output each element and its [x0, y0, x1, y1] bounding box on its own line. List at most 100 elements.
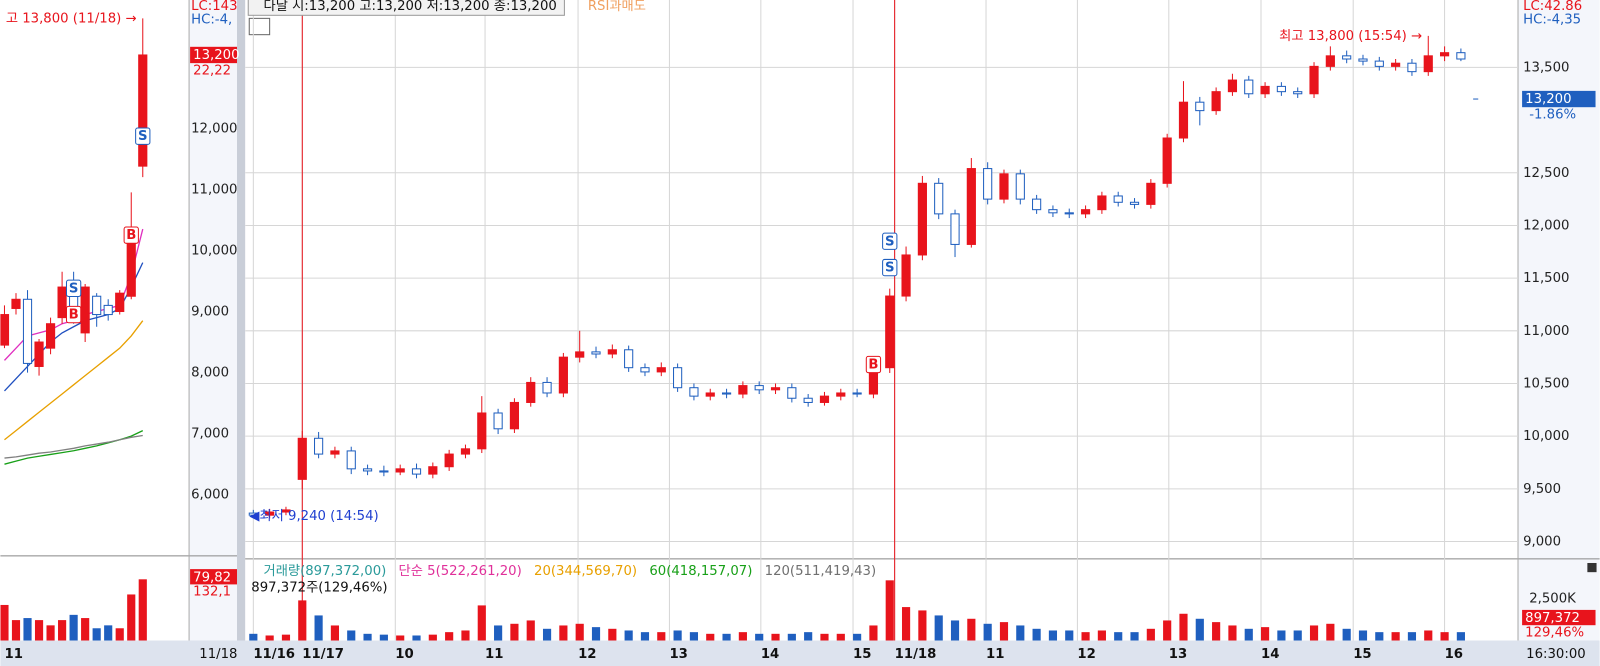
x-tick-label: 15 — [853, 647, 871, 662]
volume-bar — [755, 633, 764, 641]
candle-body — [281, 509, 291, 513]
volume-bar — [1114, 632, 1123, 641]
volume-bar — [542, 628, 552, 641]
x-tick-label: 12 — [1077, 647, 1095, 662]
candle-body — [57, 286, 67, 319]
candle-body — [1113, 195, 1123, 203]
candle-body — [1325, 55, 1335, 67]
y-tick-label: 12,500 — [1523, 166, 1569, 181]
volume-bar — [445, 632, 454, 641]
x-tick-label: 14 — [761, 647, 779, 662]
volume-bar — [526, 620, 535, 641]
chart-title: 다날 시:13,200 고:13,200 저:13,200 종:13,200 — [264, 0, 557, 14]
signal-label: S — [885, 261, 895, 276]
volume-bar — [918, 610, 927, 641]
candle-body — [673, 367, 683, 389]
volume-bar — [967, 618, 976, 641]
volume-last-label: 897,372 — [1525, 611, 1580, 626]
volume-bar — [34, 620, 44, 641]
candle-body — [1211, 91, 1221, 112]
table-icon[interactable] — [248, 17, 271, 36]
volume-bar — [869, 625, 878, 641]
candle-body — [1064, 212, 1074, 215]
left-axis-area — [189, 0, 238, 641]
volume-bar — [1342, 628, 1351, 641]
candle-body — [819, 395, 830, 403]
candle-body — [1309, 65, 1319, 95]
candle-body — [803, 397, 813, 403]
candle-body — [265, 511, 275, 516]
last-price-label: 13,200 — [193, 48, 239, 63]
price-annotation: ◀최저 9,240 (14:54) — [249, 508, 378, 524]
candle-body — [575, 351, 585, 358]
volume-bar — [1065, 630, 1074, 641]
x-tick-label: 12 — [578, 647, 596, 662]
candle-body — [885, 295, 895, 369]
candle-body — [1146, 182, 1156, 205]
volume-legend-item: 거래량(897,372,00) — [264, 563, 387, 579]
y-tick-label: 7,000 — [191, 427, 229, 442]
volume-bar — [347, 630, 356, 641]
volume-bar — [1097, 630, 1106, 641]
volume-bar — [820, 633, 829, 641]
volume-bar — [396, 635, 405, 641]
volume-bar — [1391, 632, 1400, 641]
x-tick-label: 14 — [1261, 647, 1279, 662]
y-tick-label: 6,000 — [191, 488, 229, 503]
volume-bar — [115, 628, 124, 641]
candle-body — [92, 295, 102, 316]
time-axis-bar — [0, 640, 1600, 666]
candle-body — [248, 512, 258, 516]
signal-label: S — [69, 281, 79, 296]
volume-bar — [1375, 632, 1384, 641]
y-tick-label: 9,000 — [1523, 535, 1561, 550]
candle-body — [1227, 79, 1238, 93]
candle-body — [493, 412, 503, 430]
candle-body — [705, 392, 715, 397]
candle-body — [428, 466, 438, 475]
volume-bar — [1032, 628, 1041, 641]
candle-body — [1015, 173, 1025, 200]
candle-body — [1423, 55, 1433, 73]
volume-bar — [983, 623, 992, 641]
y-tick-label: 9,000 — [191, 305, 229, 320]
x-tick-label: 15 — [1353, 647, 1371, 662]
candle-body — [1097, 195, 1107, 211]
candle-body — [558, 356, 568, 394]
candle-body — [966, 168, 976, 245]
volume-bar — [722, 633, 731, 641]
candle-body — [1032, 198, 1042, 211]
candle-body — [1407, 62, 1417, 73]
volume-bar — [950, 620, 960, 641]
candle-body — [836, 392, 846, 397]
volume-bar — [738, 632, 747, 641]
volume-bar — [1130, 632, 1139, 641]
close-icon[interactable] — [1587, 562, 1597, 573]
axis-date-label: 11/18 — [199, 647, 237, 662]
signal-marker — [123, 226, 139, 244]
volume-last-pct: 132,1 — [193, 585, 231, 600]
candle-body — [362, 468, 373, 472]
volume-bar — [92, 628, 101, 641]
volume-bar — [1456, 632, 1465, 641]
volume-bar — [591, 627, 601, 641]
candle-body — [607, 349, 617, 355]
volume-bar — [885, 580, 894, 641]
x-tick-label: 11/17 — [302, 647, 344, 662]
volume-bar — [1212, 622, 1221, 641]
splitter[interactable] — [237, 0, 246, 666]
volume-bar — [689, 632, 699, 641]
volume-bar — [494, 625, 503, 641]
volume-sub-label: 897,372주(129,46%) — [251, 580, 387, 595]
volume-legend-item: 120(511,419,43) — [765, 564, 877, 579]
volume-bar — [127, 594, 136, 641]
candle-body — [460, 448, 471, 455]
candle-body — [34, 341, 44, 367]
volume-bar — [1407, 632, 1417, 641]
lc-label: LC:143 — [191, 0, 237, 14]
volume-bar — [1228, 625, 1237, 641]
volume-bar — [1424, 630, 1433, 641]
x-tick-label: 11 — [4, 647, 22, 662]
